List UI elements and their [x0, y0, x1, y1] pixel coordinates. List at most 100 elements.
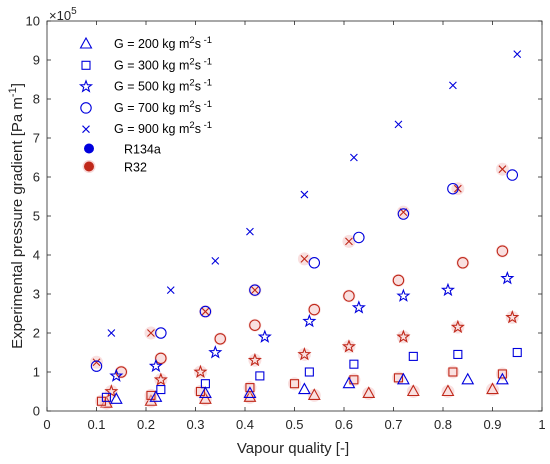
- series-r134a-g200: [109, 372, 509, 404]
- filled-circle-icon: [84, 143, 94, 154]
- data-point: [297, 347, 312, 361]
- data-point: [457, 257, 469, 269]
- data-point: [289, 379, 300, 389]
- highlight-halo: [495, 244, 509, 258]
- data-point: [513, 50, 522, 59]
- data-point: [351, 300, 366, 314]
- highlight-halo: [391, 273, 405, 287]
- data-points: [90, 50, 522, 410]
- data-point: [308, 303, 321, 316]
- series-r134a-g300: [101, 347, 522, 402]
- data-point: [257, 329, 272, 343]
- data-point: [247, 352, 262, 367]
- data-point: [500, 270, 515, 285]
- data-point: [343, 290, 355, 302]
- x-tick-label: 0.8: [434, 417, 452, 432]
- data-point: [495, 372, 509, 385]
- highlight-halo: [406, 385, 420, 398]
- data-point: [506, 169, 519, 181]
- data-point: [193, 364, 208, 378]
- data-point: [353, 231, 365, 244]
- x-tick-label: 0.2: [137, 417, 155, 432]
- data-point: [90, 360, 103, 372]
- x-tick-label: 0.4: [236, 417, 254, 432]
- highlight-halo: [154, 351, 168, 365]
- legend-circle-icon: [80, 102, 92, 114]
- series-r32-g700: [114, 244, 509, 379]
- data-point: [497, 369, 507, 379]
- series-r134a-g700: [90, 169, 519, 372]
- legend-label: R134a: [124, 143, 161, 157]
- legend-item-g2: G = 500 kg m2s -1: [78, 78, 212, 94]
- legend-label: G = 200 kg m2s -1: [114, 35, 212, 51]
- legend-item-g4: G = 900 kg m2s -1: [82, 120, 212, 136]
- data-point: [200, 379, 210, 389]
- data-point: [245, 383, 255, 393]
- data-point: [246, 227, 254, 236]
- data-point: [394, 120, 403, 129]
- x-tick-label: 0.9: [483, 417, 501, 432]
- x-tick-label: 0.3: [186, 417, 204, 432]
- highlight-halo: [342, 289, 356, 303]
- y-tick-label: 9: [33, 53, 40, 68]
- data-point: [214, 333, 227, 345]
- y-tick-label: 0: [33, 404, 40, 419]
- y-axis-exponent: ×105: [49, 6, 77, 23]
- legend-item-g0: G = 200 kg m2s -1: [79, 35, 212, 51]
- data-point: [450, 319, 465, 334]
- data-point: [350, 153, 358, 162]
- x-axis-label: Vapour quality [-]: [237, 440, 349, 457]
- data-point: [396, 372, 410, 385]
- y-axis-label: Experimental pressure gradient [Pa m-1]: [7, 83, 26, 349]
- data-point: [198, 392, 212, 404]
- data-point: [362, 386, 376, 399]
- data-point: [107, 329, 116, 337]
- highlight-halo: [307, 388, 321, 402]
- data-point: [249, 319, 261, 331]
- highlight-halo: [441, 385, 455, 398]
- highlight-halo: [391, 371, 405, 385]
- y-tick-label: 3: [33, 287, 40, 302]
- legend-label: G = 300 kg m2s -1: [114, 56, 212, 72]
- highlight-halo: [347, 373, 361, 387]
- data-point: [243, 386, 257, 399]
- data-point: [211, 256, 220, 265]
- data-point: [461, 372, 475, 385]
- data-point: [341, 339, 356, 353]
- data-point: [512, 347, 522, 358]
- data-point: [342, 376, 356, 389]
- data-point: [249, 284, 261, 296]
- series-r134a-g500: [109, 270, 515, 382]
- legend-label: G = 500 kg m2s -1: [114, 78, 212, 94]
- highlight-halo: [94, 394, 108, 408]
- legend-label: G = 700 kg m2s -1: [114, 99, 212, 115]
- data-point: [447, 182, 459, 195]
- y-tick-label: 5: [33, 209, 40, 224]
- data-point: [297, 382, 311, 395]
- data-point: [153, 372, 168, 386]
- legend-fluid-r134a: R134a: [84, 143, 161, 157]
- data-point: [208, 345, 223, 359]
- data-point: [92, 358, 101, 367]
- data-point: [201, 307, 210, 316]
- data-point: [441, 384, 455, 397]
- highlight-halo: [248, 318, 262, 332]
- data-point: [304, 367, 314, 377]
- x-tick-label: 0.5: [285, 417, 303, 432]
- data-point: [302, 313, 317, 328]
- y-tick-label: 8: [33, 92, 40, 107]
- data-point: [440, 282, 455, 297]
- data-point: [198, 386, 212, 399]
- data-point: [109, 392, 123, 404]
- highlight-halo: [114, 365, 128, 379]
- highlight-halo: [456, 256, 470, 270]
- y-tick-label: 1: [33, 365, 40, 380]
- filled-circle-icon: [84, 161, 94, 172]
- legend: G = 200 kg m2s -1 G = 300 kg m2s -1 G = 50…: [78, 35, 212, 175]
- data-point: [155, 327, 167, 339]
- data-point: [300, 255, 309, 263]
- data-point: [147, 329, 155, 337]
- data-point: [392, 274, 405, 287]
